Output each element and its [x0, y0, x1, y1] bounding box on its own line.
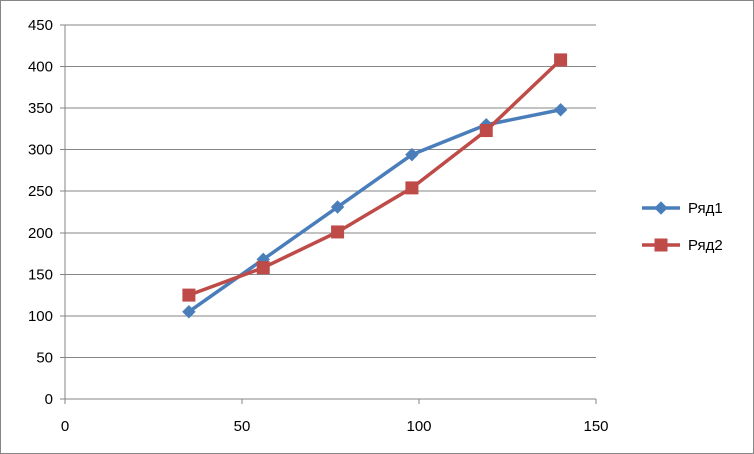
- data-point: [554, 53, 568, 67]
- legend-item: Ряд1: [642, 200, 723, 217]
- x-tick-label: 0: [61, 418, 69, 435]
- series-2: [182, 53, 568, 302]
- data-point: [330, 200, 345, 214]
- y-tick-label: 250: [28, 183, 53, 200]
- x-tick-label: 100: [406, 418, 431, 435]
- y-tick-label: 0: [45, 391, 53, 408]
- y-tick-label: 300: [28, 142, 53, 159]
- data-point: [182, 288, 196, 302]
- y-tick-label: 350: [28, 100, 53, 117]
- data-point: [405, 147, 419, 162]
- data-point: [479, 124, 493, 138]
- data-point: [182, 305, 196, 319]
- series-line: [187, 58, 563, 297]
- legend: Ряд1 Ряд2: [642, 200, 723, 254]
- y-tick-label: 450: [28, 17, 53, 34]
- data-point: [553, 103, 568, 117]
- legend-label: Ряд1: [688, 200, 723, 217]
- y-tick-label: 400: [28, 59, 53, 76]
- gridlines: [65, 24, 596, 358]
- data-point: [331, 225, 345, 239]
- y-tick-label: 150: [28, 266, 53, 283]
- y-tick-labels: 0 50 100 150 200 250 300 350 400 450: [28, 17, 53, 408]
- x-tick-labels: 0 50 100 150: [61, 418, 609, 435]
- legend-label: Ряд2: [688, 237, 723, 254]
- y-tick-label: 200: [28, 225, 53, 242]
- series-line: [187, 108, 563, 314]
- y-tick-label: 100: [28, 308, 53, 325]
- axes: [60, 24, 597, 404]
- series-group: [182, 53, 568, 319]
- y-tick-label: 50: [36, 349, 53, 366]
- x-tick-label: 50: [234, 418, 251, 435]
- legend-item: Ряд2: [642, 237, 723, 254]
- x-tick-label: 150: [583, 418, 608, 435]
- data-point: [405, 181, 419, 195]
- legend-marker: [654, 238, 668, 252]
- legend-marker: [654, 201, 668, 215]
- data-point: [256, 261, 270, 275]
